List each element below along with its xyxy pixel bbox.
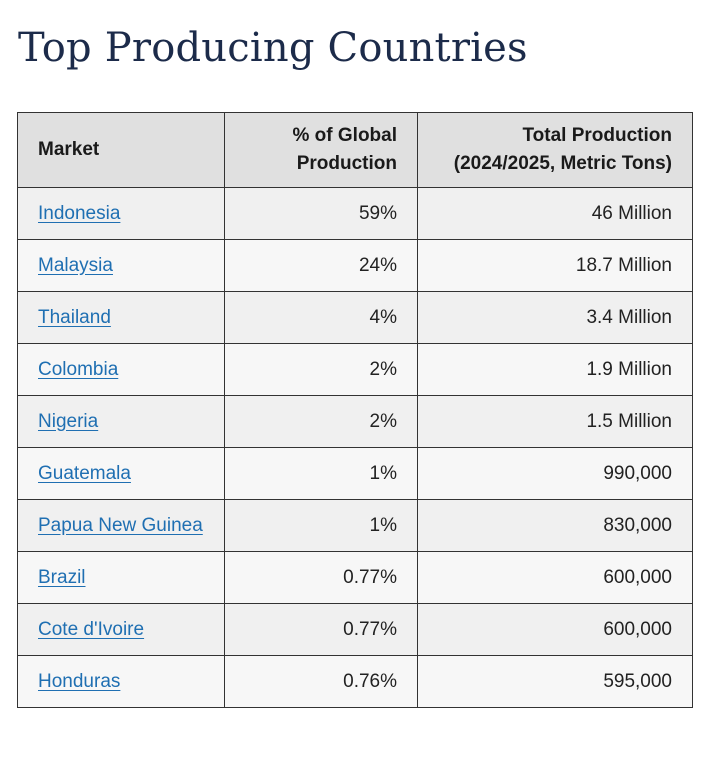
table-row: Thailand 4% 3.4 Million: [17, 291, 693, 344]
share-cell: 59%: [224, 187, 418, 240]
market-cell: Honduras: [17, 655, 225, 708]
market-link[interactable]: Brazil: [38, 566, 86, 588]
share-cell: 1%: [224, 447, 418, 500]
market-cell: Brazil: [17, 551, 225, 604]
total-cell: 3.4 Million: [417, 291, 693, 344]
table-row: Guatemala 1% 990,000: [17, 447, 693, 500]
page-title: Top Producing Countries: [18, 25, 528, 71]
production-table: Market % of Global Production Total Prod…: [17, 112, 693, 708]
table-row: Papua New Guinea 1% 830,000: [17, 499, 693, 552]
share-cell: 0.76%: [224, 655, 418, 708]
market-cell: Thailand: [17, 291, 225, 344]
column-header-total-line1: Total Production: [522, 125, 672, 146]
market-link[interactable]: Guatemala: [38, 462, 131, 484]
total-cell: 830,000: [417, 499, 693, 552]
total-cell: 46 Million: [417, 187, 693, 240]
market-link[interactable]: Colombia: [38, 358, 119, 380]
total-cell: 990,000: [417, 447, 693, 500]
table-body: Indonesia 59% 46 Million Malaysia 24% 18…: [17, 187, 693, 708]
column-header-share: % of Global Production: [224, 112, 418, 188]
market-link[interactable]: Thailand: [38, 306, 111, 328]
total-cell: 1.9 Million: [417, 343, 693, 396]
table-row: Nigeria 2% 1.5 Million: [17, 395, 693, 448]
market-link[interactable]: Honduras: [38, 670, 121, 692]
header-row: Market % of Global Production Total Prod…: [17, 112, 693, 188]
market-cell: Papua New Guinea: [17, 499, 225, 552]
share-cell: 1%: [224, 499, 418, 552]
market-link[interactable]: Malaysia: [38, 254, 113, 276]
table-row: Brazil 0.77% 600,000: [17, 551, 693, 604]
market-cell: Cote d'Ivoire: [17, 603, 225, 656]
column-header-share-line1: % of Global: [292, 125, 398, 146]
column-header-share-line2: Production: [296, 153, 397, 174]
market-cell: Colombia: [17, 343, 225, 396]
market-link[interactable]: Nigeria: [38, 410, 99, 432]
share-cell: 24%: [224, 239, 418, 292]
market-link[interactable]: Papua New Guinea: [38, 514, 203, 536]
column-header-market-label: Market: [38, 139, 100, 160]
share-cell: 2%: [224, 395, 418, 448]
share-cell: 2%: [224, 343, 418, 396]
market-cell: Malaysia: [17, 239, 225, 292]
share-cell: 4%: [224, 291, 418, 344]
column-header-total-line2: (2024/2025, Metric Tons): [453, 153, 672, 174]
column-header-total: Total Production (2024/2025, Metric Tons…: [417, 112, 693, 188]
table-row: Colombia 2% 1.9 Million: [17, 343, 693, 396]
total-cell: 595,000: [417, 655, 693, 708]
total-cell: 1.5 Million: [417, 395, 693, 448]
market-cell: Indonesia: [17, 187, 225, 240]
share-cell: 0.77%: [224, 603, 418, 656]
share-cell: 0.77%: [224, 551, 418, 604]
table-row: Cote d'Ivoire 0.77% 600,000: [17, 603, 693, 656]
table-row: Malaysia 24% 18.7 Million: [17, 239, 693, 292]
column-header-market: Market: [17, 112, 225, 188]
market-link[interactable]: Cote d'Ivoire: [38, 618, 145, 640]
table-row: Honduras 0.76% 595,000: [17, 655, 693, 708]
total-cell: 600,000: [417, 603, 693, 656]
table-row: Indonesia 59% 46 Million: [17, 187, 693, 240]
total-cell: 600,000: [417, 551, 693, 604]
market-cell: Nigeria: [17, 395, 225, 448]
market-link[interactable]: Indonesia: [38, 202, 121, 224]
market-cell: Guatemala: [17, 447, 225, 500]
table-header: Market % of Global Production Total Prod…: [17, 112, 693, 188]
total-cell: 18.7 Million: [417, 239, 693, 292]
